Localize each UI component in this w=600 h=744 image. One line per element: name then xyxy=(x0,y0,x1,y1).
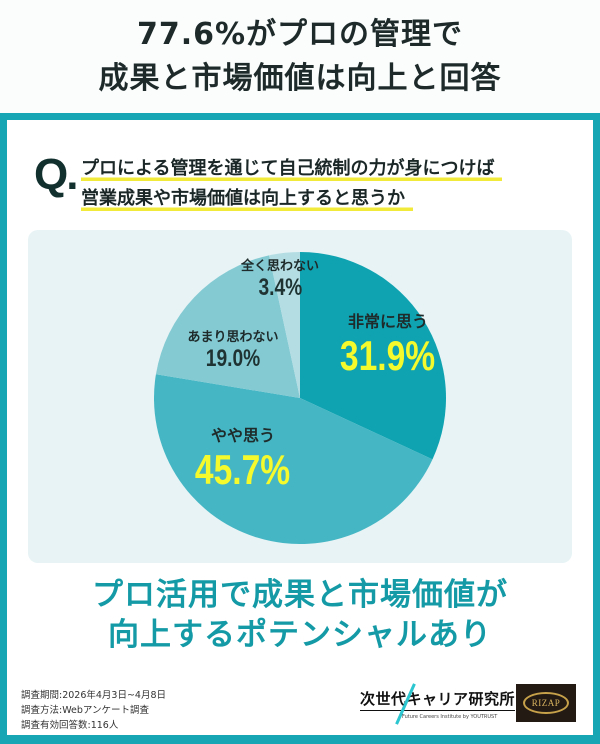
content-inner: Q. プロによる管理を通じて自己統制の力が身につけば 営業成果や市場価値は向上す… xyxy=(7,120,593,735)
rizap-logo-text: RIZAP xyxy=(531,698,561,708)
pie-slice xyxy=(269,252,300,398)
ncc-logo-subtext: Future Careers Institute by YOUTRUST xyxy=(402,714,498,720)
survey-respondents: 調査有効回答数:116人 xyxy=(21,720,119,731)
ncc-logo-text: 次世代キャリア研究所 xyxy=(360,688,516,711)
chart-panel: 非常に思う 31.9% やや思う 45.7% あまり思わない 19.0% 全く思… xyxy=(28,230,572,563)
headline-line-1: 77.6%がプロの管理で xyxy=(136,16,464,52)
slice-value: 3.4% xyxy=(258,274,302,301)
question-mark: Q. xyxy=(34,150,78,199)
slice-label-not-much: あまり思わない 19.0% xyxy=(178,326,288,373)
content-frame: Q. プロによる管理を通じて自己統制の力が身につけば 営業成果や市場価値は向上す… xyxy=(0,113,600,744)
rizap-ring-icon: RIZAP xyxy=(523,692,569,714)
slice-label-not-at-all: 全く思わない 3.4% xyxy=(230,255,330,302)
question-text: プロによる管理を通じて自己統制の力が身につけば 営業成果や市場価値は向上すると思… xyxy=(81,154,503,214)
pie-slice xyxy=(153,374,433,545)
question-line-2: 営業成果や市場価値は向上すると思うか xyxy=(81,184,413,214)
slice-name: 非常に思う xyxy=(347,312,428,331)
conclusion: プロ活用で成果と市場価値が 向上するポテンシャルあり xyxy=(7,575,593,655)
slice-name: やや思う xyxy=(210,426,275,445)
pie-slice xyxy=(300,252,446,460)
survey-period: 調査期間:2026年4月3日~4月8日 xyxy=(21,690,167,701)
rizap-logo: RIZAP xyxy=(516,684,576,722)
headline-line-2: 成果と市場価値は向上と回答 xyxy=(98,60,502,96)
conclusion-line-2: 向上するポテンシャルあり xyxy=(108,617,492,653)
survey-method: 調査方法:Webアンケート調査 xyxy=(21,705,150,716)
slice-value: 31.9% xyxy=(340,332,436,379)
survey-notes: 調査期間:2026年4月3日~4月8日 調査方法:Webアンケート調査 調査有効… xyxy=(21,688,166,733)
slice-value: 19.0% xyxy=(205,345,261,372)
headline: 77.6%がプロの管理で 成果と市場価値は向上と回答 xyxy=(0,0,600,113)
slice-name: 全く思わない xyxy=(240,259,319,274)
slice-name: あまり思わない xyxy=(187,330,279,345)
ncc-logo: 次世代キャリア研究所 Future Careers Institute by Y… xyxy=(360,680,516,730)
pie-chart xyxy=(153,252,446,545)
question-line-1: プロによる管理を通じて自己統制の力が身につけば xyxy=(81,154,503,184)
slice-label-very: 非常に思う 31.9% xyxy=(318,308,458,380)
slice-label-somewhat: やや思う 45.7% xyxy=(173,422,313,494)
pie-slice xyxy=(155,255,300,398)
conclusion-line-1: プロ活用で成果と市場価値が xyxy=(92,577,508,613)
slice-value: 45.7% xyxy=(195,446,291,493)
